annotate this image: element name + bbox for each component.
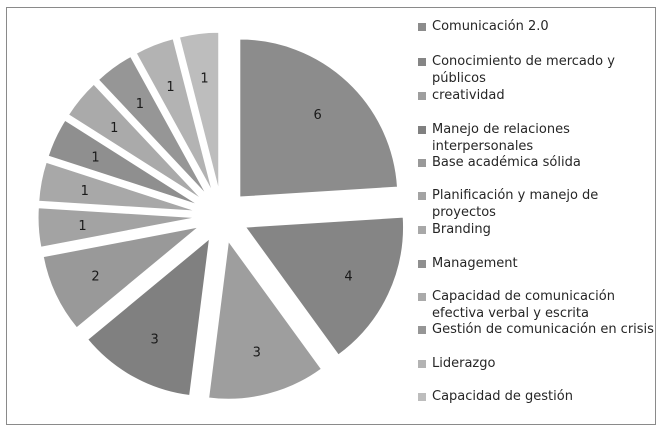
legend-label: Capacidad de comunicación efectiva verba… — [432, 289, 615, 321]
data-label: 1 — [136, 97, 144, 112]
pie-slice — [37, 207, 197, 248]
legend-item: Planificación y manejo de proyectos — [418, 187, 657, 221]
legend-swatch — [418, 192, 426, 200]
legend-swatch — [418, 58, 426, 66]
legend-swatch — [418, 393, 426, 401]
legend-item: creatividad — [418, 87, 657, 104]
legend-label: Planificación y manejo de proyectos — [432, 188, 599, 220]
legend-item: Liderazgo — [418, 355, 657, 372]
legend-swatch — [418, 92, 426, 100]
legend-label: Capacidad de gestión — [432, 389, 573, 404]
legend-item: Comunicación 2.0 — [418, 18, 657, 35]
legend-swatch — [418, 126, 426, 134]
data-label: 6 — [314, 108, 322, 123]
pie-slice — [42, 226, 199, 329]
legend-label: Manejo de relaciones interpersonales — [432, 122, 570, 154]
legend-label: Gestión de comunicación en crisis — [432, 322, 654, 337]
pie-slice — [208, 239, 323, 400]
data-label: 1 — [78, 219, 86, 234]
legend-swatch — [418, 360, 426, 368]
legend-label: creatividad — [432, 88, 505, 103]
legend-label: Management — [432, 256, 518, 271]
legend-item: Branding — [418, 221, 657, 238]
legend-swatch — [418, 260, 426, 268]
data-label: 1 — [81, 184, 89, 199]
legend-swatch — [418, 326, 426, 334]
legend-item: Base académica sólida — [418, 154, 657, 171]
legend-swatch — [418, 226, 426, 234]
legend-item: Capacidad de comunicación efectiva verba… — [418, 288, 657, 322]
data-label: 1 — [166, 80, 174, 95]
pie-slice — [244, 216, 405, 356]
data-label: 3 — [151, 332, 159, 347]
pie-slice — [239, 38, 399, 198]
legend-label: Conocimiento de mercado y públicos — [432, 54, 615, 86]
legend-item: Capacidad de gestión — [418, 388, 657, 405]
legend-item: Manejo de relaciones interpersonales — [418, 121, 657, 155]
legend-label: Comunicación 2.0 — [432, 19, 549, 34]
data-label: 1 — [91, 150, 99, 165]
legend-item: Conocimiento de mercado y públicos — [418, 53, 657, 87]
pie-slice — [38, 161, 197, 212]
data-label: 3 — [253, 345, 261, 360]
legend-label: Liderazgo — [432, 356, 496, 371]
data-label: 1 — [200, 71, 208, 86]
legend-swatch — [418, 293, 426, 301]
pie-slice — [87, 237, 211, 397]
pie-slice — [97, 55, 208, 196]
data-label: 4 — [344, 270, 352, 285]
legend-swatch — [418, 23, 426, 31]
legend: Comunicación 2.0 Conocimiento de mercado… — [418, 10, 658, 420]
data-label: 2 — [91, 270, 99, 285]
pie-slice — [135, 38, 213, 193]
pie-slice — [178, 31, 220, 191]
legend-item: Management — [418, 255, 657, 272]
legend-swatch — [418, 159, 426, 167]
legend-label: Base académica sólida — [432, 155, 581, 170]
legend-item: Gestión de comunicación en crisis — [418, 321, 657, 338]
data-label: 1 — [110, 121, 118, 136]
pie-slice — [47, 119, 199, 206]
legend-label: Branding — [432, 222, 491, 237]
pie-slice — [67, 83, 203, 200]
